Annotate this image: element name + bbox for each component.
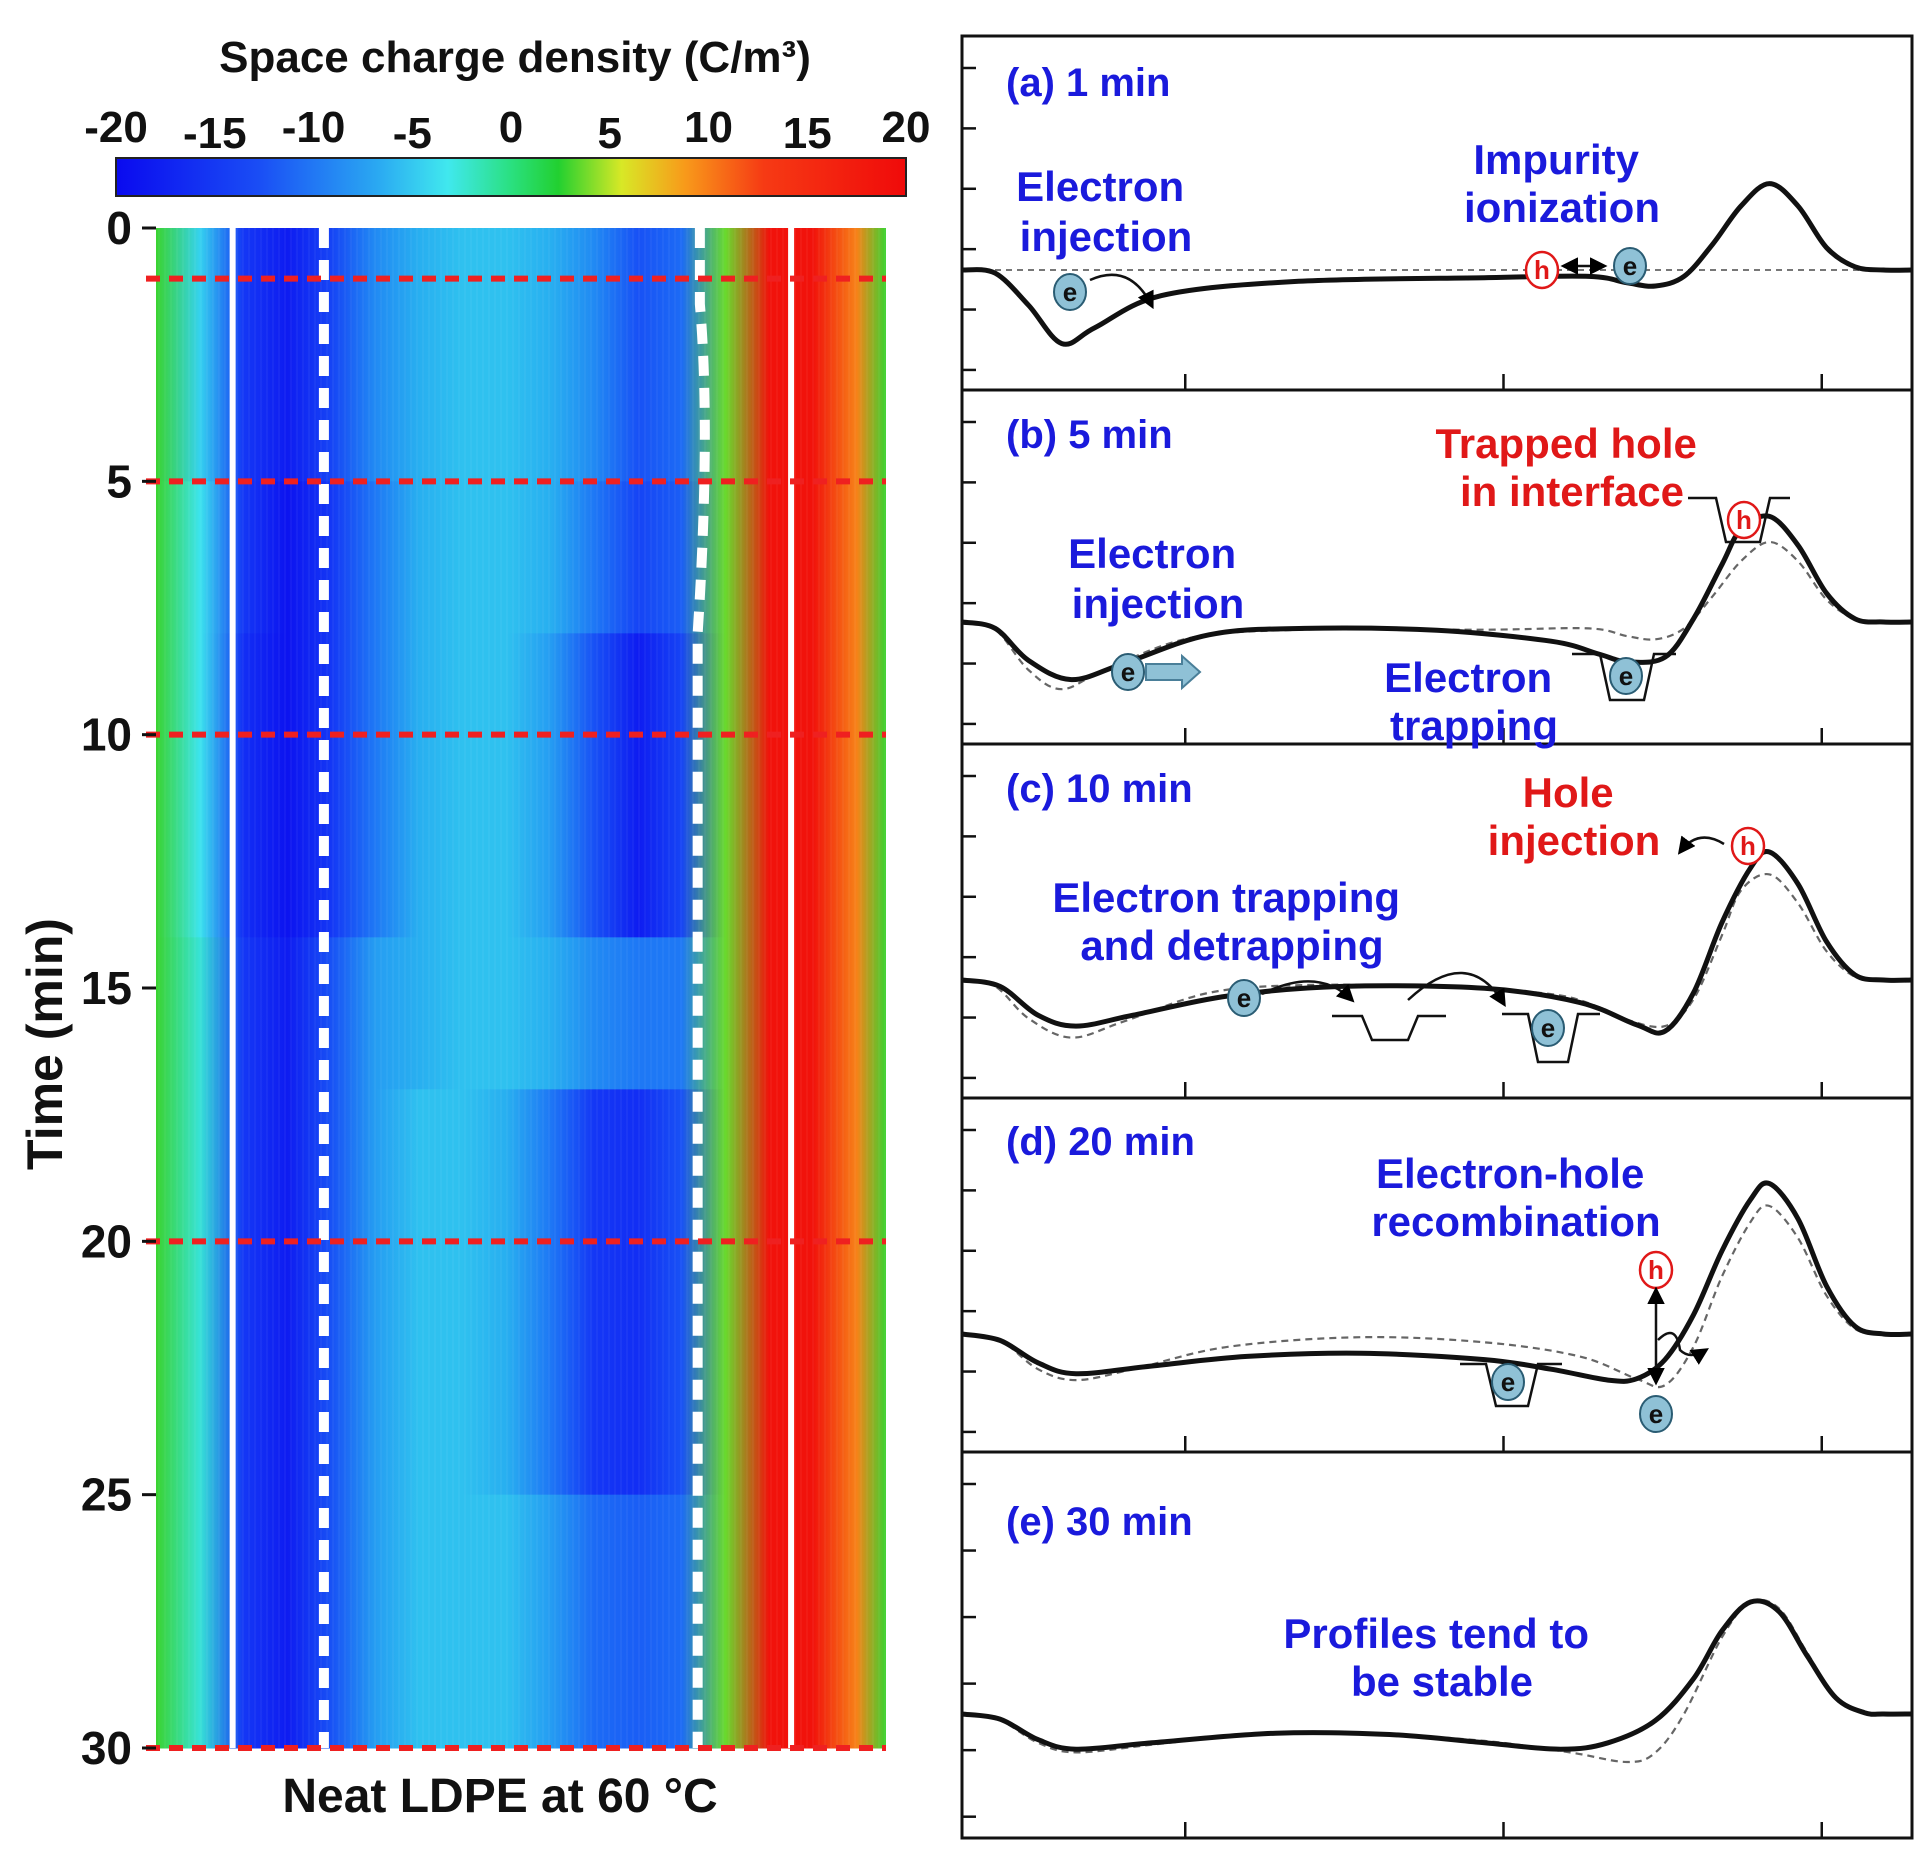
panel-annotations: Electron injection Impurity ionization E… bbox=[1016, 136, 1708, 1705]
arrow-detrap-2 bbox=[1407, 971, 1506, 1008]
colorbar-tick-label: 15 bbox=[783, 109, 832, 158]
annotation-trapped-hole: Trapped hole in interface bbox=[1435, 420, 1708, 515]
arrow-hole-injection bbox=[1677, 835, 1725, 855]
svg-text:e: e bbox=[1541, 1013, 1555, 1043]
profile-reference-line bbox=[961, 540, 1913, 691]
trap-wells bbox=[1332, 496, 1790, 1408]
annotation-electron-injection-b: Electron injection bbox=[1068, 530, 1248, 627]
svg-text:e: e bbox=[1237, 983, 1251, 1013]
annotation-profiles-stable: Profiles tend to be stable bbox=[1283, 1610, 1600, 1705]
trap-well-c-center bbox=[1332, 1014, 1446, 1042]
annotation-trapping-detrapping: Electron trapping and detrapping bbox=[1052, 874, 1411, 969]
heatmap-band bbox=[156, 1494, 886, 1749]
svg-text:h: h bbox=[1736, 505, 1752, 535]
profiles-frame bbox=[960, 34, 1914, 1840]
hole-icon: h bbox=[1726, 500, 1762, 540]
arrow-recombination-side bbox=[1657, 1331, 1709, 1365]
svg-text:h: h bbox=[1534, 255, 1550, 285]
electron-icon: e bbox=[1111, 653, 1145, 691]
profile-current-line bbox=[961, 1598, 1913, 1752]
heatmap-band bbox=[156, 481, 886, 634]
y-axis-label: Time (min) bbox=[17, 918, 73, 1170]
annotation-impurity-ionization: Impurity ionization bbox=[1464, 136, 1660, 231]
annotation-hole-injection: Hole injection bbox=[1488, 769, 1661, 864]
y-tick-label: 5 bbox=[106, 455, 132, 507]
annotation-electron-injection-a: Electron injection bbox=[1016, 163, 1196, 260]
panel-label-e: (e) 30 min bbox=[1006, 1500, 1193, 1544]
profile-panel-c bbox=[961, 742, 1913, 1098]
colorbar bbox=[115, 157, 907, 197]
svg-text:e: e bbox=[1623, 251, 1637, 281]
colorbar-title: Space charge density (C/m³) bbox=[219, 33, 811, 82]
y-tick-label: 30 bbox=[81, 1722, 132, 1774]
y-tick-label: 10 bbox=[81, 709, 132, 761]
electron-icon: e bbox=[1491, 1363, 1525, 1401]
trap-well-c-right bbox=[1502, 1012, 1600, 1064]
heatmap-chart: Space charge density (C/m³) -20 -15 -10 -5 0… bbox=[17, 33, 930, 1823]
colorbar-tick-label: 5 bbox=[598, 109, 622, 158]
x-axis-label: Neat LDPE at 60 °C bbox=[282, 1770, 717, 1823]
svg-text:e: e bbox=[1501, 1367, 1515, 1397]
colorbar-tick-label: -10 bbox=[282, 103, 346, 152]
panel-label-c: (c) 10 min bbox=[1006, 767, 1193, 811]
electron-icon: e bbox=[1609, 657, 1643, 695]
hole-icon: h bbox=[1638, 1250, 1674, 1290]
y-axis-ticks: 0 5 10 15 20 25 30 bbox=[81, 202, 156, 1774]
heatmap-bands bbox=[156, 228, 886, 1749]
colorbar-tick-label: -15 bbox=[183, 109, 247, 158]
panel-label-b: (b) 5 min bbox=[1006, 413, 1173, 457]
trap-well-b-electron bbox=[1572, 652, 1676, 702]
hole-icon: h bbox=[1730, 826, 1766, 866]
arrow-injection-b bbox=[1145, 653, 1202, 691]
svg-text:h: h bbox=[1648, 1255, 1664, 1285]
electron-icon: e bbox=[1227, 979, 1261, 1017]
y-tick-label: 0 bbox=[106, 202, 132, 254]
trap-well-b-hole bbox=[1688, 496, 1790, 544]
profile-panel-d bbox=[961, 1096, 1913, 1452]
guide-line-dashed-right bbox=[692, 228, 710, 1748]
hole-icon: h bbox=[1524, 250, 1560, 290]
y-tick-label: 15 bbox=[81, 962, 132, 1014]
electron-icon: e bbox=[1639, 1395, 1673, 1433]
svg-text:e: e bbox=[1121, 657, 1135, 687]
profile-current-line bbox=[961, 848, 1913, 1036]
profile-panels bbox=[960, 34, 1914, 1840]
profile-current-line bbox=[961, 513, 1913, 683]
panel-label-a: (a) 1 min bbox=[1006, 61, 1170, 105]
highlighted-time-lines bbox=[146, 275, 886, 1751]
svg-text:e: e bbox=[1649, 1399, 1663, 1429]
electron-icon: e bbox=[1053, 273, 1087, 311]
svg-text:h: h bbox=[1740, 831, 1756, 861]
panel-label-d: (d) 20 min bbox=[1006, 1120, 1195, 1164]
arrow-injection-a bbox=[1089, 273, 1154, 310]
charge-carriers: e h e h e e h e e e h e bbox=[1053, 247, 1766, 1433]
heatmap-band bbox=[156, 633, 886, 938]
profile-reference-line bbox=[961, 1598, 1913, 1764]
colorbar-tick-label: 10 bbox=[684, 103, 733, 152]
heatmap-band bbox=[156, 937, 886, 1090]
trap-well-d bbox=[1460, 1362, 1562, 1408]
colorbar-tick-label: -20 bbox=[84, 103, 148, 152]
process-arrows bbox=[1089, 257, 1725, 1386]
y-tick-label: 25 bbox=[81, 1469, 132, 1521]
y-tick-label: 20 bbox=[81, 1215, 132, 1267]
colorbar-tick-label: 0 bbox=[499, 103, 523, 152]
colorbar-tick-label: 20 bbox=[882, 103, 931, 152]
colorbar-tick-label: -5 bbox=[393, 109, 432, 158]
svg-text:e: e bbox=[1063, 277, 1077, 307]
profile-panel-b bbox=[961, 388, 1913, 744]
svg-text:e: e bbox=[1619, 661, 1633, 691]
panel-labels: (a) 1 min (b) 5 min (c) 10 min (d) 20 mi… bbox=[1006, 61, 1195, 1544]
colorbar-tick-labels: -20 -15 -10 -5 0 5 10 15 20 bbox=[84, 103, 930, 158]
profile-current-line bbox=[961, 1180, 1913, 1384]
electron-icon: e bbox=[1531, 1009, 1565, 1047]
heatmap-band bbox=[156, 1089, 886, 1496]
electron-icon: e bbox=[1613, 247, 1647, 285]
profile-panel-e bbox=[961, 1450, 1913, 1838]
arrow-detrap-1 bbox=[1261, 980, 1355, 1003]
heatmap-band bbox=[156, 228, 886, 482]
annotation-recombination: Electron-hole recombination bbox=[1371, 1150, 1660, 1245]
annotation-electron-trapping-b: Electron trapping bbox=[1384, 654, 1564, 749]
